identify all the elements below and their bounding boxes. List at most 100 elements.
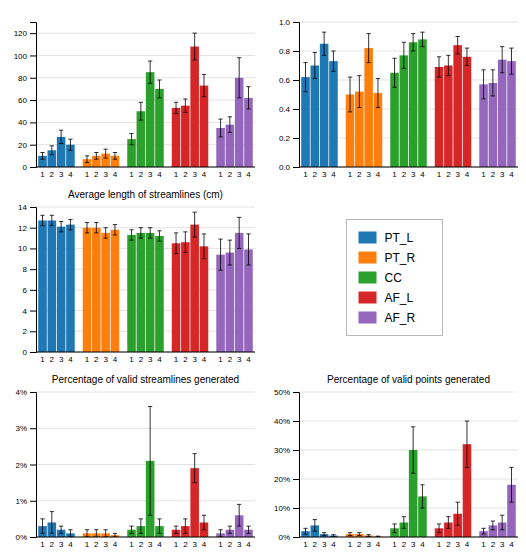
title: Percentage of valid points generated — [327, 374, 490, 385]
x-axis: 1234 — [218, 167, 251, 179]
legend-swatch — [359, 252, 377, 264]
x-tick-label: 2 — [50, 540, 55, 549]
x-tick-label: 1 — [85, 170, 90, 179]
series — [216, 217, 253, 352]
error-bar — [357, 76, 361, 108]
error-bar — [348, 77, 352, 112]
series — [435, 421, 472, 537]
y-tick: 0% — [278, 533, 299, 542]
x-tick: 3 — [237, 167, 242, 179]
panel: 123412341234123412340%1%2%3%4%Percentage… — [15, 374, 255, 549]
error-bar — [322, 533, 326, 536]
x-tick-label: 2 — [446, 540, 451, 549]
bar — [200, 86, 209, 167]
x-axis: 1234 — [481, 537, 514, 549]
x-axis: 1234 — [348, 537, 381, 549]
error-bar — [218, 119, 222, 137]
error-bar — [193, 454, 197, 483]
grid-line — [36, 392, 255, 393]
error-bar — [148, 61, 152, 83]
x-tick: 2 — [183, 352, 188, 364]
error-bar — [157, 231, 161, 241]
x-tick: 1 — [40, 167, 45, 179]
error-bar — [129, 134, 133, 145]
series — [83, 149, 120, 167]
x-tick: 2 — [94, 352, 99, 364]
grid-line — [299, 450, 518, 451]
error-bar — [129, 526, 133, 533]
bar — [66, 225, 75, 352]
legend-swatch — [359, 292, 377, 304]
x-tick-label: 2 — [357, 540, 362, 549]
x-tick: 4 — [420, 167, 425, 179]
error-bar — [509, 467, 513, 502]
y-tick-label: 40 — [18, 118, 27, 127]
y-tick-line — [30, 501, 36, 502]
x-tick: 2 — [446, 167, 451, 179]
error-bar — [411, 34, 415, 51]
x-tick: 4 — [68, 352, 73, 364]
x-tick: 2 — [313, 537, 318, 549]
x-axis-line — [36, 352, 255, 353]
y-tick: 14 — [18, 203, 36, 212]
error-bar — [193, 212, 197, 237]
error-bar — [246, 234, 250, 265]
x-tick: 4 — [420, 537, 425, 549]
y-tick-label: 0.4 — [279, 105, 291, 114]
y-tick: 0.6 — [279, 76, 299, 85]
x-axis-line — [36, 537, 255, 538]
x-tick: 3 — [237, 352, 242, 364]
x-tick-label: 1 — [481, 540, 486, 549]
y-tick: 4 — [23, 307, 36, 316]
x-tick-label: 1 — [174, 355, 179, 364]
x-axis: 1234 — [129, 167, 162, 179]
x-tick: 3 — [366, 167, 371, 179]
error-bar — [420, 32, 424, 47]
bar — [38, 220, 47, 352]
x-tick: 4 — [202, 352, 207, 364]
x-tick-label: 3 — [59, 355, 64, 364]
x-tick-label: 3 — [322, 540, 327, 549]
series — [216, 58, 253, 167]
bar — [181, 242, 190, 352]
error-bar — [446, 517, 450, 529]
x-tick: 3 — [500, 537, 505, 549]
x-tick: 2 — [402, 167, 407, 179]
x-tick: 3 — [148, 167, 153, 179]
y-tick-label: 1.0 — [279, 18, 291, 27]
y-tick-line — [30, 207, 36, 208]
error-bar — [357, 533, 361, 536]
bar — [137, 233, 146, 352]
x-tick: 4 — [113, 537, 118, 549]
marks — [38, 407, 253, 538]
x-tick: 4 — [331, 537, 336, 549]
y-tick-label: 100 — [14, 52, 28, 61]
panel: 123412341234123412340.00.20.40.60.81.0 — [279, 18, 518, 179]
y-tick-line — [30, 248, 36, 249]
x-tick: 4 — [376, 537, 381, 549]
y-tick-line — [30, 428, 36, 429]
error-bar — [50, 215, 54, 225]
panel: 123412341234123412340%10%20%30%40%50%Per… — [274, 374, 518, 549]
x-axis: 1234 — [85, 167, 118, 179]
error-bar — [113, 533, 117, 537]
y-tick: 0.4 — [279, 105, 299, 114]
bar — [453, 45, 462, 167]
x-tick-label: 4 — [202, 170, 207, 179]
y-tick-line — [293, 450, 299, 451]
x-tick-label: 2 — [183, 355, 188, 364]
bar — [83, 228, 92, 352]
x-tick: 2 — [491, 167, 496, 179]
x-axis-line — [299, 167, 518, 168]
x-tick: 3 — [455, 537, 460, 549]
y-tick-line — [30, 537, 36, 538]
x-axis: 1234 — [40, 167, 73, 179]
x-tick: 1 — [303, 167, 308, 179]
x-axis: 1234 — [174, 537, 207, 549]
error-bar — [313, 52, 317, 78]
x-tick-label: 1 — [303, 170, 308, 179]
x-axis: 1234 — [348, 167, 381, 179]
y-tick: 50% — [274, 388, 299, 397]
bar — [329, 61, 338, 167]
grid-line — [36, 428, 255, 429]
